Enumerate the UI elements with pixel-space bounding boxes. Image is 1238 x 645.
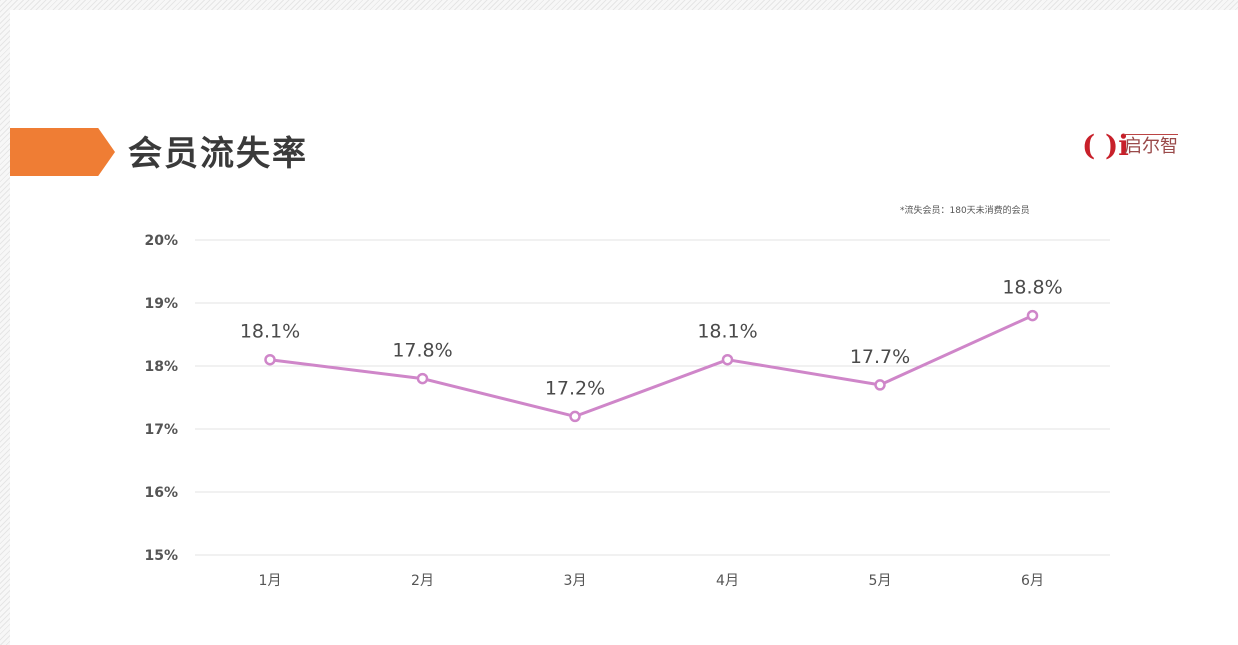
y-tick-label: 15% (144, 548, 178, 564)
data-label: 17.7% (850, 346, 910, 368)
hatched-border-top (0, 0, 1238, 10)
x-tick-label: 2月 (411, 573, 434, 589)
x-tick-label: 5月 (869, 573, 892, 589)
logo-mark-icon: ( )i (1082, 129, 1129, 162)
hatched-border-left (0, 0, 10, 645)
brand-logo: ( )i 启尔智 (1082, 130, 1222, 162)
x-tick-label: 1月 (259, 573, 282, 589)
logo-text: 启尔智 (1124, 134, 1178, 157)
chart-footnote: *流失会员：180天未消费的会员 (900, 206, 1030, 216)
y-tick-label: 16% (144, 485, 178, 501)
slide-area (10, 100, 1228, 600)
y-tick-label: 18% (144, 359, 178, 375)
data-label: 18.1% (697, 321, 757, 343)
data-point (721, 353, 734, 366)
y-tick-label: 17% (144, 422, 178, 438)
data-point (1026, 309, 1039, 322)
data-point (569, 410, 581, 423)
data-label: 17.2% (545, 377, 605, 399)
data-point (264, 353, 276, 366)
data-label: 17.8% (392, 340, 452, 362)
data-label: 18.8% (1002, 277, 1062, 299)
data-label: 18.1% (240, 321, 300, 343)
x-tick-label: 4月 (716, 573, 739, 589)
chart-title: 会员流失率 (128, 134, 308, 174)
y-tick-label: 19% (144, 296, 178, 312)
title-accent-arrow (10, 128, 115, 176)
data-point (416, 372, 429, 385)
x-tick-label: 3月 (564, 573, 587, 589)
series-line (269, 314, 1034, 418)
y-tick-label: 20% (144, 233, 178, 249)
x-tick-label: 6月 (1021, 573, 1044, 589)
data-point (874, 379, 886, 391)
